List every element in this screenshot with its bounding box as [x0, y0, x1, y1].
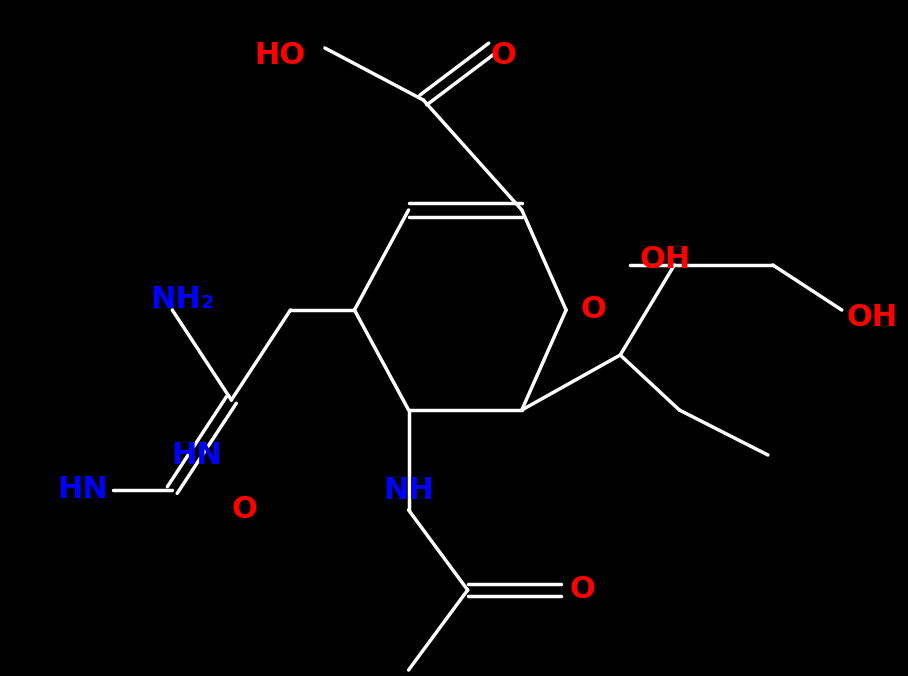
Text: OH: OH	[846, 304, 898, 333]
Text: O: O	[232, 496, 257, 525]
Text: NH: NH	[383, 476, 434, 505]
Text: HN: HN	[171, 441, 222, 470]
Text: O: O	[581, 295, 607, 324]
Text: HO: HO	[254, 41, 305, 70]
Text: O: O	[490, 41, 516, 70]
Text: NH₂: NH₂	[150, 285, 214, 314]
Text: OH: OH	[640, 245, 691, 274]
Text: HN: HN	[57, 475, 108, 504]
Text: O: O	[569, 575, 595, 604]
